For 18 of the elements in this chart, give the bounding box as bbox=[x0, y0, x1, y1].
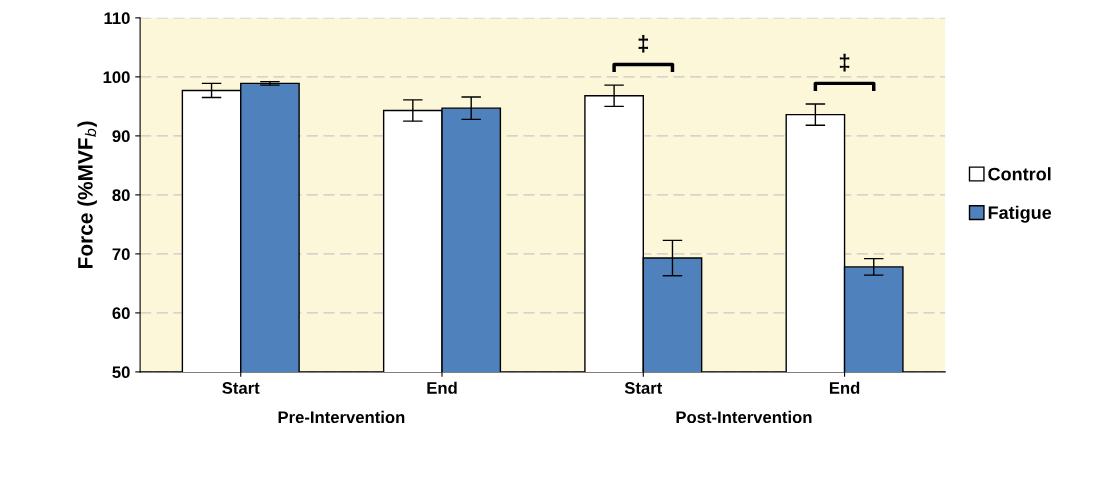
legend-label: Fatigue bbox=[988, 205, 1052, 223]
legend-label: Control bbox=[988, 167, 1051, 181]
y-tick-label: 110 bbox=[104, 12, 130, 25]
y-tick-label: 70 bbox=[112, 248, 130, 261]
x-tick-label: End bbox=[427, 381, 457, 394]
x-tick-label: Start bbox=[222, 382, 260, 394]
text: Post-Intervention bbox=[676, 410, 812, 424]
annotation: ‡ bbox=[638, 34, 648, 53]
y-tick-label: 50 bbox=[112, 366, 130, 379]
annotation: ‡ bbox=[839, 53, 850, 72]
y-tick-label: 60 bbox=[112, 307, 130, 320]
y-axis-title: Force (%MVF$_{b}$) bbox=[77, 121, 97, 268]
text: Pre-Intervention bbox=[278, 410, 405, 424]
y-tick-label: 90 bbox=[112, 130, 130, 143]
y-tick-label: 100 bbox=[103, 71, 130, 84]
y-tick-label: 80 bbox=[112, 189, 130, 202]
x-tick-label: Start bbox=[624, 382, 663, 394]
x-tick-label: End bbox=[829, 381, 860, 394]
